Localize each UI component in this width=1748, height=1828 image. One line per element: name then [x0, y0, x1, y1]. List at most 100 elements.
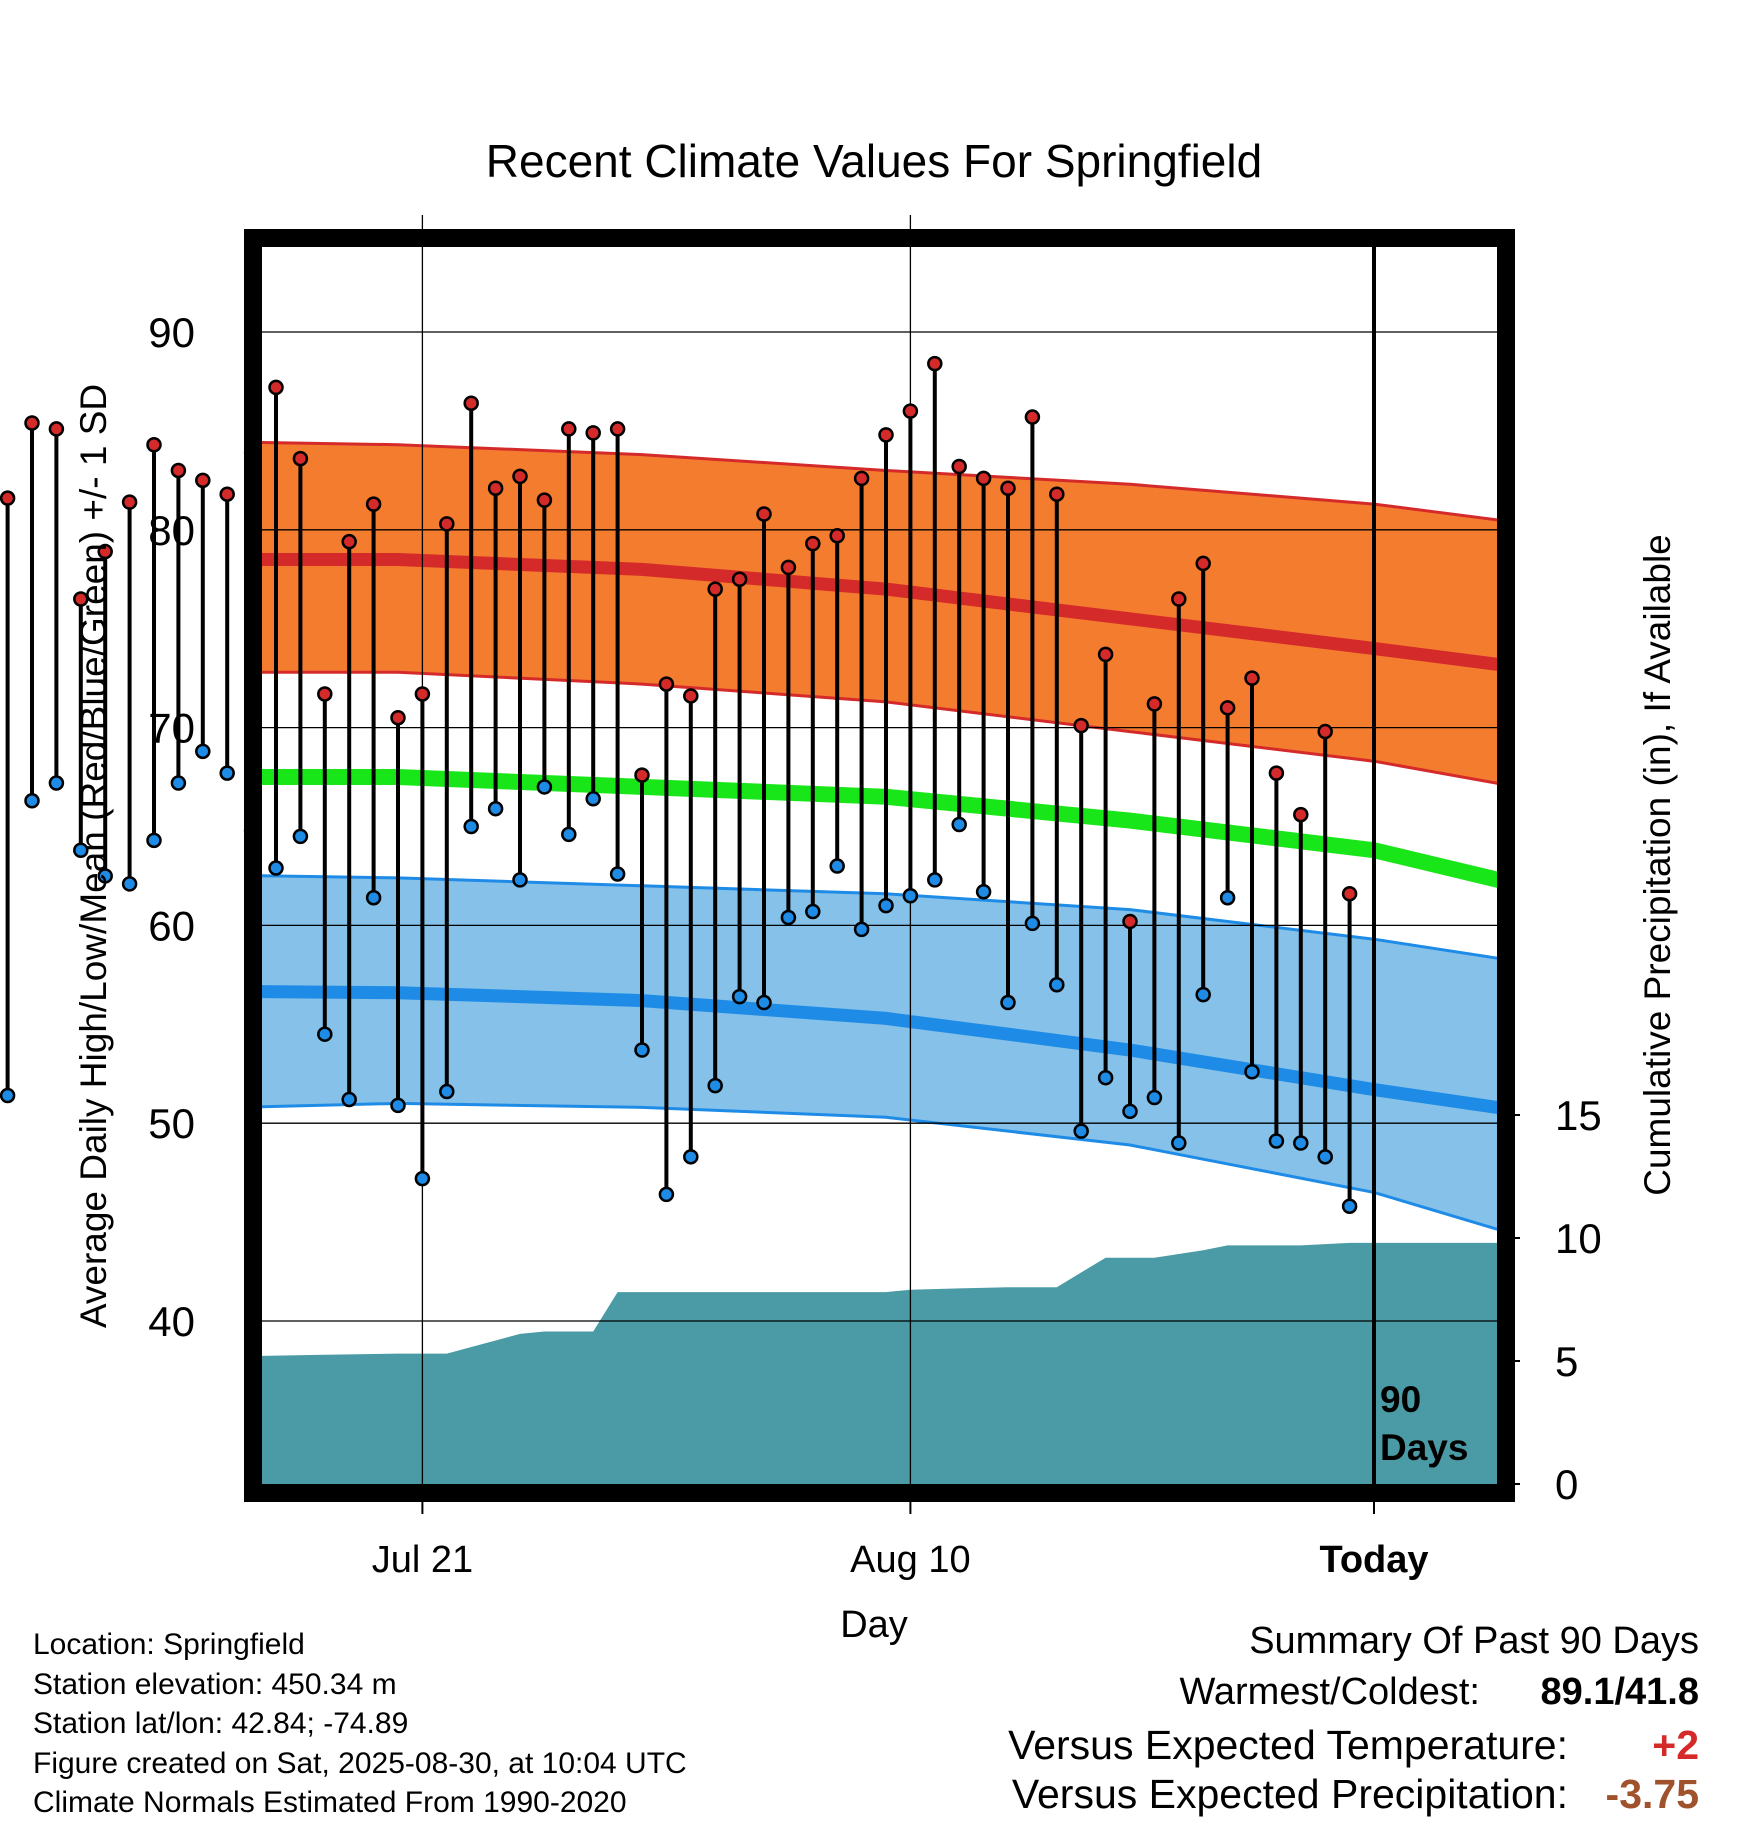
- summary-warm-cold-value: 89.1/41.8: [1540, 1671, 1699, 1713]
- daily-low-point: [121, 876, 138, 892]
- daily-high-point: [365, 496, 382, 512]
- daily-high-point: [0, 490, 16, 506]
- daily-low-point: [878, 897, 894, 914]
- daily-low-point: [97, 868, 113, 884]
- daily-low-point: [219, 765, 235, 781]
- daily-low-point: [1341, 1198, 1358, 1215]
- daily-low-point: [268, 860, 284, 876]
- daily-low-point: [829, 858, 845, 874]
- today-marker-label: Days: [1380, 1427, 1468, 1468]
- daily-high-point: [97, 543, 113, 560]
- x-tick-label: Jul 21: [372, 1539, 473, 1581]
- daily-high-point: [1122, 913, 1138, 930]
- daily-high-point: [975, 470, 992, 487]
- daily-low-point: [536, 779, 553, 795]
- daily-low-point: [561, 826, 577, 843]
- daily-low-point: [512, 872, 528, 888]
- y-tick-label: 90: [148, 309, 195, 356]
- daily-low-point: [853, 921, 870, 938]
- daily-low-point: [585, 791, 601, 807]
- summary-precip-value: -3.75: [1605, 1771, 1699, 1817]
- daily-low-point: [1219, 889, 1236, 906]
- daily-high-point: [756, 506, 772, 522]
- precipitation-layer: [262, 1242, 1497, 1484]
- high-sd-band-lower-edge: [262, 670, 1497, 785]
- daily-high-point: [1317, 723, 1333, 740]
- daily-high-point: [268, 379, 284, 396]
- today-marker-label: 90: [1380, 1379, 1421, 1420]
- daily-low-point: [1097, 1069, 1114, 1086]
- daily-low-point: [1122, 1103, 1138, 1120]
- daily-low-point: [609, 866, 626, 882]
- daily-high-point: [731, 571, 748, 587]
- daily-high-point: [1146, 696, 1163, 712]
- daily-low-point: [780, 909, 797, 926]
- footer-created: Figure created on Sat, 2025-08-30, at 10…: [33, 1747, 687, 1780]
- daily-high-point: [414, 686, 431, 702]
- daily-high-point: [658, 676, 675, 692]
- summary-temp-value: +2: [1652, 1722, 1699, 1768]
- high-sd-band-upper-edge: [262, 441, 1497, 522]
- daily-high-point: [439, 516, 455, 532]
- daily-high-point: [683, 688, 699, 704]
- daily-low-point: [73, 842, 89, 858]
- daily-high-point: [24, 415, 40, 431]
- normal-bands-layer: [262, 441, 1497, 1231]
- daily-low-point: [975, 884, 992, 900]
- daily-low-point: [487, 800, 504, 817]
- daily-high-point: [317, 686, 333, 702]
- daily-low-point: [902, 887, 919, 904]
- daily-low-point: [439, 1083, 455, 1100]
- x-axis-label: Day: [840, 1604, 908, 1646]
- daily-high-point: [585, 425, 601, 441]
- footer-location: Location: Springfield: [33, 1628, 305, 1661]
- precip-area: [262, 1242, 1497, 1484]
- daily-high-point: [48, 421, 65, 437]
- daily-low-point: [1146, 1089, 1163, 1106]
- daily-high-point: [1341, 886, 1358, 902]
- daily-low-point: [414, 1170, 431, 1187]
- daily-high-point: [1195, 555, 1211, 572]
- footer-elevation: Station elevation: 450.34 m: [33, 1668, 397, 1701]
- daily-low-point: [927, 872, 943, 888]
- daily-low-point: [317, 1026, 333, 1042]
- summary-temp-label: Versus Expected Temperature:: [1008, 1722, 1568, 1768]
- daily-high-point: [1097, 646, 1114, 663]
- daily-low-point: [1171, 1135, 1187, 1151]
- daily-high-point: [487, 480, 504, 497]
- daily-high-point: [1244, 670, 1260, 686]
- daily-low-point: [146, 832, 162, 849]
- daily-low-point: [1049, 976, 1065, 993]
- daily-high-point: [1293, 806, 1309, 823]
- daily-high-point: [780, 559, 797, 576]
- footer-latlon: Station lat/lon: 42.84; -74.89: [33, 1707, 409, 1740]
- daily-high-point: [146, 436, 162, 453]
- daily-high-point: [341, 533, 357, 550]
- daily-low-point: [1317, 1149, 1333, 1165]
- daily-high-point: [1073, 717, 1089, 734]
- y2-tick-label: 15: [1555, 1092, 1602, 1139]
- daily-low-point: [1244, 1064, 1260, 1080]
- daily-low-point: [1268, 1133, 1285, 1149]
- y-tick-label: 60: [148, 902, 195, 949]
- daily-low-point: [341, 1091, 357, 1108]
- daily-high-point: [707, 581, 723, 597]
- y-tick-label: 80: [148, 507, 195, 554]
- daily-high-point: [853, 470, 870, 487]
- daily-high-point: [121, 494, 138, 510]
- daily-high-point: [1171, 591, 1187, 607]
- daily-low-point: [658, 1186, 675, 1203]
- daily-low-point: [1073, 1123, 1089, 1139]
- plot-frame: [244, 229, 1515, 1502]
- summary-warm-cold-label: Warmest/Coldest:: [1179, 1671, 1480, 1713]
- daily-high-point: [609, 421, 626, 437]
- daily-low-point: [170, 775, 187, 791]
- daily-low-point: [951, 816, 967, 833]
- daily-low-point: [1000, 994, 1016, 1011]
- daily-high-point: [1000, 480, 1016, 497]
- daily-low-point: [683, 1149, 699, 1165]
- daily-high-point: [1219, 700, 1236, 716]
- daily-range-layer: [5, 363, 1352, 1207]
